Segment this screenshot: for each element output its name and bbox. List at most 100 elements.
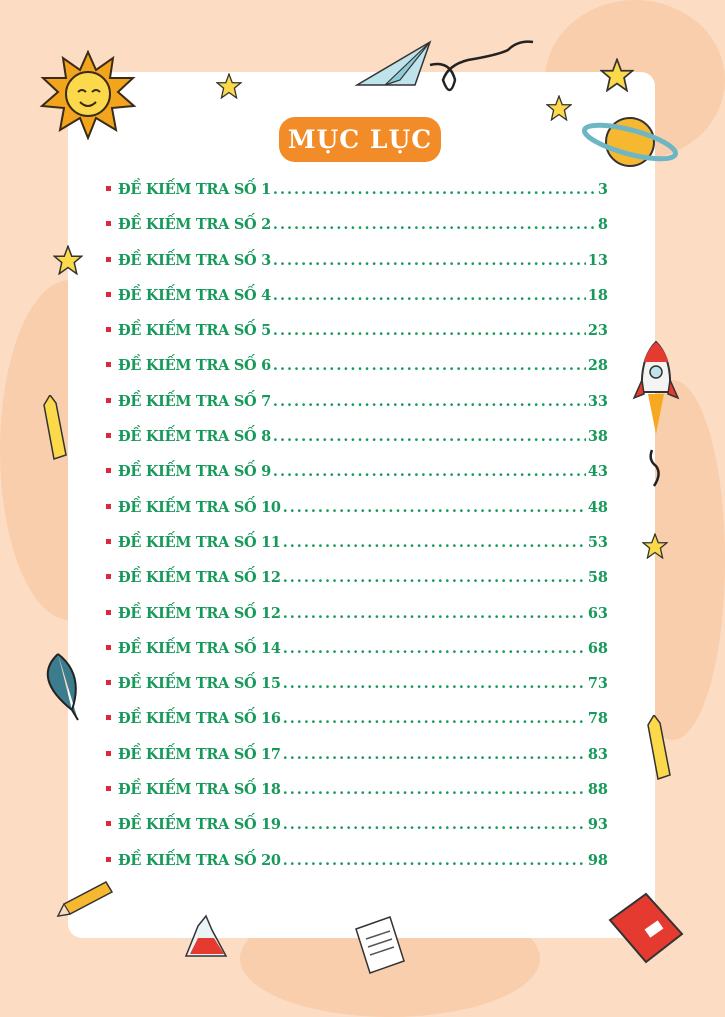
dot-leader xyxy=(283,640,586,657)
toc-entry-label: ĐỀ KIẾM TRA SỐ 15 xyxy=(118,675,281,693)
toc-entry[interactable]: ĐỀ KIẾM TRA SỐ 3 13 xyxy=(106,252,608,287)
toc-entry-page: 83 xyxy=(587,745,608,763)
toc-entry[interactable]: ĐỀ KIẾM TRA SỐ 6 28 xyxy=(106,357,608,392)
notepad-icon xyxy=(355,916,405,974)
toc-entry-label: ĐỀ KIẾM TRA SỐ 20 xyxy=(118,851,281,869)
toc-entry[interactable]: ĐỀ KIẾM TRA SỐ 18 88 xyxy=(106,781,608,816)
dot-leader xyxy=(283,710,586,727)
bullet-icon xyxy=(106,680,111,686)
bullet-icon xyxy=(106,397,111,403)
dot-leader xyxy=(273,428,586,445)
toc-entry[interactable]: ĐỀ KIẾM TRA SỐ 19 93 xyxy=(106,816,608,851)
toc-entry-label: ĐỀ KIẾM TRA SỐ 12 xyxy=(118,569,281,587)
toc-entry-page: 88 xyxy=(587,781,608,799)
toc-entry-page: 68 xyxy=(587,639,608,657)
bullet-icon xyxy=(106,221,111,227)
bullet-icon xyxy=(106,715,111,721)
pencil-icon xyxy=(56,881,114,917)
dot-leader xyxy=(283,746,586,763)
toc-entry[interactable]: ĐỀ KIẾM TRA SỐ 16 78 xyxy=(106,710,608,745)
planet-icon xyxy=(581,117,679,167)
toc-entry-page: 33 xyxy=(587,392,608,410)
dot-leader xyxy=(273,287,586,304)
toc-entry-page: 73 xyxy=(587,675,608,693)
toc-entry-label: ĐỀ KIẾM TRA SỐ 5 xyxy=(118,322,271,340)
toc-entry[interactable]: ĐỀ KIẾM TRA SỐ 10 48 xyxy=(106,499,608,534)
dot-leader xyxy=(273,181,596,198)
toc-entry-page: 8 xyxy=(597,216,608,234)
toc-entry-page: 38 xyxy=(587,428,608,446)
toc-entry-label: ĐỀ KIẾM TRA SỐ 7 xyxy=(118,392,271,410)
toc-entry-page: 48 xyxy=(587,498,608,516)
toc-entry-page: 28 xyxy=(587,357,608,375)
toc-entry[interactable]: ĐỀ KIẾM TRA SỐ 7 33 xyxy=(106,393,608,428)
toc-entry-page: 43 xyxy=(587,463,608,481)
star-icon xyxy=(600,58,634,92)
rocket-icon xyxy=(632,340,680,487)
bullet-icon xyxy=(106,433,111,439)
toc-entry-page: 23 xyxy=(587,322,608,340)
toc-entry-page: 93 xyxy=(587,816,608,834)
bullet-icon xyxy=(106,821,111,827)
dot-leader xyxy=(273,322,586,339)
toc-entry-page: 98 xyxy=(587,851,608,869)
bullet-icon xyxy=(106,856,111,862)
book-icon xyxy=(608,892,684,964)
dot-leader xyxy=(273,393,586,410)
toc-entry[interactable]: ĐỀ KIẾM TRA SỐ 9 43 xyxy=(106,463,608,498)
toc-entry-label: ĐỀ KIẾM TRA SỐ 8 xyxy=(118,428,271,446)
dot-leader xyxy=(283,569,586,586)
toc-entry[interactable]: ĐỀ KIẾM TRA SỐ 8 38 xyxy=(106,428,608,463)
toc-entry-label: ĐỀ KIẾM TRA SỐ 11 xyxy=(118,533,281,551)
toc-entry-page: 18 xyxy=(587,286,608,304)
toc-entry-label: ĐỀ KIẾM TRA SỐ 3 xyxy=(118,251,271,269)
bullet-icon xyxy=(106,503,111,509)
dot-leader xyxy=(273,463,586,480)
bullet-icon xyxy=(106,574,111,580)
flask-icon xyxy=(184,914,228,957)
bullet-icon xyxy=(106,538,111,544)
bullet-icon xyxy=(106,468,111,474)
leaf-icon xyxy=(46,653,79,721)
toc-entry[interactable]: ĐỀ KIẾM TRA SỐ 12 58 xyxy=(106,569,608,604)
toc-entry-label: ĐỀ KIẾM TRA SỐ 4 xyxy=(118,286,271,304)
toc-entry[interactable]: ĐỀ KIẾM TRA SỐ 4 18 xyxy=(106,287,608,322)
dot-leader xyxy=(273,357,586,374)
dot-leader xyxy=(283,852,586,869)
paper-plane-icon xyxy=(355,40,534,92)
toc-entry[interactable]: ĐỀ KIẾM TRA SỐ 17 83 xyxy=(106,746,608,781)
toc-entry-label: ĐỀ KIẾM TRA SỐ 18 xyxy=(118,781,281,799)
dot-leader xyxy=(283,499,586,516)
toc-entry[interactable]: ĐỀ KIẾM TRA SỐ 5 23 xyxy=(106,322,608,357)
toc-entry-page: 78 xyxy=(587,710,608,728)
star-icon xyxy=(53,245,83,275)
bullet-icon xyxy=(106,362,111,368)
bullet-icon xyxy=(106,291,111,297)
toc-entry-page: 53 xyxy=(587,533,608,551)
bullet-icon xyxy=(106,327,111,333)
sun-icon xyxy=(39,50,137,140)
dot-leader xyxy=(273,216,596,233)
toc-entry-page: 13 xyxy=(587,251,608,269)
toc-entry-label: ĐỀ KIẾM TRA SỐ 17 xyxy=(118,745,281,763)
toc-entry[interactable]: ĐỀ KIẾM TRA SỐ 2 8 xyxy=(106,216,608,251)
toc-entry[interactable]: ĐỀ KIẾM TRA SỐ 20 98 xyxy=(106,852,608,887)
toc-entry[interactable]: ĐỀ KIẾM TRA SỐ 14 68 xyxy=(106,640,608,675)
toc-entry-label: ĐỀ KIẾM TRA SỐ 9 xyxy=(118,463,271,481)
toc-entry[interactable]: ĐỀ KIẾM TRA SỐ 12 63 xyxy=(106,605,608,640)
toc-entry-label: ĐỀ KIẾM TRA SỐ 6 xyxy=(118,357,271,375)
dot-leader xyxy=(283,675,586,692)
toc-entry[interactable]: ĐỀ KIẾM TRA SỐ 15 73 xyxy=(106,675,608,710)
toc-entry-page: 3 xyxy=(597,181,608,198)
toc-entry[interactable]: ĐỀ KIẾM TRA SỐ 1 3 xyxy=(106,181,608,216)
bullet-icon xyxy=(106,609,111,615)
toc-entry[interactable]: ĐỀ KIẾM TRA SỐ 11 53 xyxy=(106,534,608,569)
dot-leader xyxy=(283,534,586,551)
toc-entry-label: ĐỀ KIẾM TRA SỐ 12 xyxy=(118,604,281,622)
star-icon xyxy=(546,95,572,121)
toc-entry-label: ĐỀ KIẾM TRA SỐ 1 xyxy=(118,181,271,198)
toc-entry-page: 63 xyxy=(587,604,608,622)
star-icon xyxy=(642,533,668,559)
page-title: MỤC LỤC xyxy=(279,117,441,162)
